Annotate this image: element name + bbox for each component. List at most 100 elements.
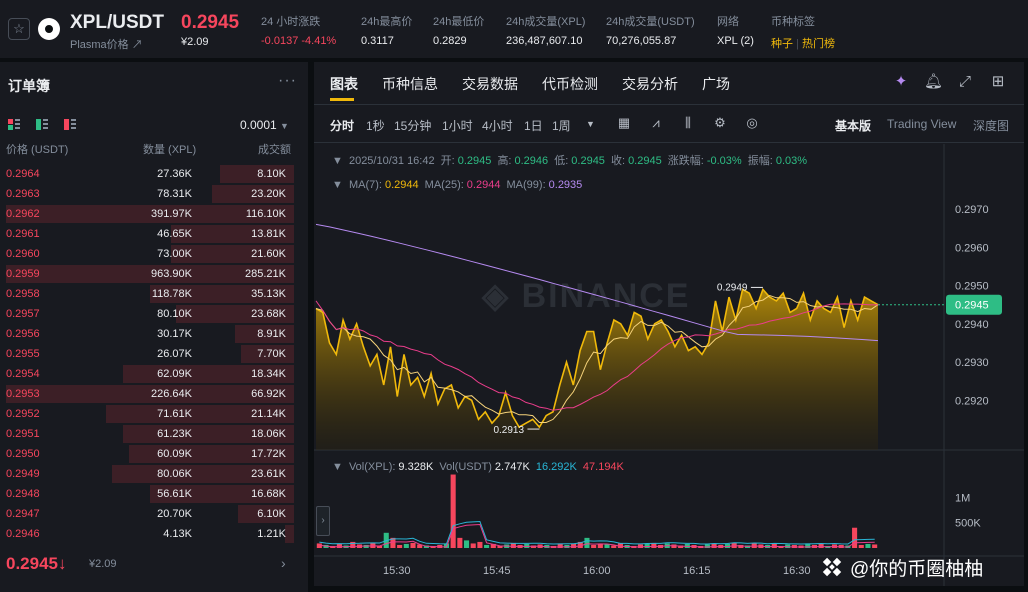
interval-more-caret-icon[interactable]: ▼ xyxy=(586,119,595,129)
volume-bar xyxy=(457,537,463,548)
volume-bar xyxy=(704,544,710,548)
depth-bar xyxy=(220,165,294,183)
ask-qty: 118.78K xyxy=(151,288,192,300)
orderbook-asks-view-icon[interactable] xyxy=(64,119,76,130)
tab-chart[interactable]: 图表 xyxy=(330,76,358,92)
ask-total: 6.10K xyxy=(257,508,286,520)
ma7-line xyxy=(315,294,879,423)
ask-row[interactable]: 0.2954 62.09K 18.34K xyxy=(0,364,300,384)
volume-bar xyxy=(316,543,322,548)
favorite-star-icon[interactable]: ☆ xyxy=(8,18,30,40)
volume-bar xyxy=(577,541,583,548)
precision-select[interactable]: 0.0001 ▼ xyxy=(240,118,289,132)
layout-grid-icon[interactable]: ⊞ xyxy=(991,73,1005,90)
interval-1w[interactable]: 1周 xyxy=(552,119,571,133)
orderbook-both-view-icon[interactable] xyxy=(8,119,20,130)
ticker-header: ☆ XPL/USDT Plasma价格 ↗ 0.2945 ¥2.09 24 小时… xyxy=(0,0,1028,59)
settings-sliders-icon[interactable]: ⚙ xyxy=(714,115,726,130)
time-tick-label: 16:00 xyxy=(583,565,611,577)
ask-row[interactable]: 0.2949 80.06K 23.61K xyxy=(0,464,300,484)
ask-row[interactable]: 0.2957 80.10K 23.68K xyxy=(0,304,300,324)
close-value: 0.2945 xyxy=(628,155,662,167)
expand-icon[interactable]: ⤢ xyxy=(958,73,971,90)
ask-row[interactable]: 0.2955 26.07K 7.70K xyxy=(0,344,300,364)
ask-total: 23.20K xyxy=(251,188,286,200)
volume-bar xyxy=(484,544,490,548)
ask-row[interactable]: 0.2948 56.61K 16.68K xyxy=(0,484,300,504)
interval-1s[interactable]: 1秒 xyxy=(366,119,385,133)
ask-price: 0.2956 xyxy=(6,328,40,340)
volume-bar xyxy=(350,541,356,548)
ask-price: 0.2961 xyxy=(6,228,40,240)
ask-row[interactable]: 0.2958 118.78K 35.13K xyxy=(0,284,300,304)
interval-15m[interactable]: 15分钟 xyxy=(394,119,432,133)
collapse-side-panel-button[interactable]: › xyxy=(316,506,330,536)
collapse-caret-icon[interactable]: ▼ xyxy=(332,179,343,191)
view-tradingview[interactable]: Trading View xyxy=(887,117,957,131)
tab-coin-info[interactable]: 币种信息 xyxy=(382,76,438,92)
mid-price[interactable]: 0.2945↓ xyxy=(6,554,67,573)
tag-seed[interactable]: 种子 xyxy=(771,38,793,50)
ask-row[interactable]: 0.2964 27.36K 8.10K xyxy=(0,164,300,184)
ask-total: 21.60K xyxy=(251,248,286,260)
ai-sparkle-icon[interactable]: ✦ xyxy=(894,73,908,90)
ask-price: 0.2953 xyxy=(6,388,40,400)
ask-row[interactable]: 0.2953 226.64K 66.92K xyxy=(0,384,300,404)
ask-row[interactable]: 0.2960 73.00K 21.60K xyxy=(0,244,300,264)
orderbook-bids-view-icon[interactable] xyxy=(36,119,48,130)
pair-name[interactable]: XPL/USDT xyxy=(70,12,164,33)
ask-row[interactable]: 0.2946 4.13K 1.21K xyxy=(0,524,300,544)
ma99-line xyxy=(315,223,879,342)
toolbar-divider xyxy=(314,142,1024,143)
volume-bar xyxy=(450,474,456,548)
last-price: 0.2945 xyxy=(181,12,240,33)
ask-row[interactable]: 0.2950 60.09K 17.72K xyxy=(0,444,300,464)
ask-row[interactable]: 0.2959 963.90K 285.21K xyxy=(0,264,300,284)
collapse-caret-icon[interactable]: ▼ xyxy=(332,461,343,473)
stat-value-network[interactable]: XPL (2) xyxy=(717,35,754,47)
collapse-caret-icon[interactable]: ▼ xyxy=(332,155,343,167)
ask-row[interactable]: 0.2956 30.17K 8.91K xyxy=(0,324,300,344)
more-options-icon[interactable]: ··· xyxy=(278,72,297,89)
ask-row[interactable]: 0.2952 71.61K 21.14K xyxy=(0,404,300,424)
view-basic[interactable]: 基本版 xyxy=(835,119,872,133)
price-tick-label: 0.2940 xyxy=(955,319,989,331)
ask-row[interactable]: 0.2961 46.65K 13.81K xyxy=(0,224,300,244)
depth-bar xyxy=(150,485,294,503)
bell-icon[interactable]: 🔔︎ xyxy=(924,73,944,90)
tab-square[interactable]: 广场 xyxy=(702,76,730,92)
target-icon[interactable]: ◎ xyxy=(746,115,758,130)
interval-1d[interactable]: 1日 xyxy=(524,119,543,133)
indicator-icon[interactable]: ⩘ xyxy=(652,115,660,130)
volume-bar xyxy=(651,542,657,548)
volume-bar xyxy=(417,544,423,548)
pair-subtitle-link[interactable]: Plasma价格 ↗ xyxy=(70,39,143,51)
ask-qty: 26.07K xyxy=(157,348,192,360)
ohlc-line: ▼ 2025/10/31 16:42 开: 0.2945 高: 0.2946 低: 0… xyxy=(332,152,810,168)
vol-ma-value-1: 16.292K xyxy=(535,461,577,473)
tab-trading-data[interactable]: 交易数据 xyxy=(462,76,518,92)
volume-bar xyxy=(805,543,811,548)
depth-bar xyxy=(235,325,294,343)
depth-bar xyxy=(171,225,294,243)
tab-divider xyxy=(314,104,1024,105)
ask-row[interactable]: 0.2963 78.31K 23.20K xyxy=(0,184,300,204)
tab-token-check[interactable]: 代币检测 xyxy=(542,76,598,92)
ask-row[interactable]: 0.2962 391.97K 116.10K xyxy=(0,204,300,224)
ask-row[interactable]: 0.2951 61.23K 18.06K xyxy=(0,424,300,444)
candle-type-icon[interactable]: ⫼ xyxy=(685,115,691,130)
price-chart[interactable]: 0.2970 0.2960 0.2950 0.2940 0.2930 0.2920 0.29… xyxy=(314,62,1024,586)
volume-bar xyxy=(584,537,590,548)
interval-line[interactable]: 分时 xyxy=(330,119,355,133)
ask-row[interactable]: 0.2947 20.70K 6.10K xyxy=(0,504,300,524)
binance-square-logo-icon xyxy=(822,557,842,577)
volume-bar xyxy=(390,537,396,548)
view-depth[interactable]: 深度图 xyxy=(973,119,1010,133)
volume-bar xyxy=(557,543,563,548)
tag-hot[interactable]: 热门榜 xyxy=(801,38,835,50)
calendar-range-icon[interactable]: ▦ xyxy=(617,115,631,130)
interval-1h[interactable]: 1小时 xyxy=(442,119,473,133)
tab-trade-analysis[interactable]: 交易分析 xyxy=(622,76,678,92)
chevron-right-icon[interactable]: › xyxy=(281,555,286,571)
interval-4h[interactable]: 4小时 xyxy=(482,119,513,133)
